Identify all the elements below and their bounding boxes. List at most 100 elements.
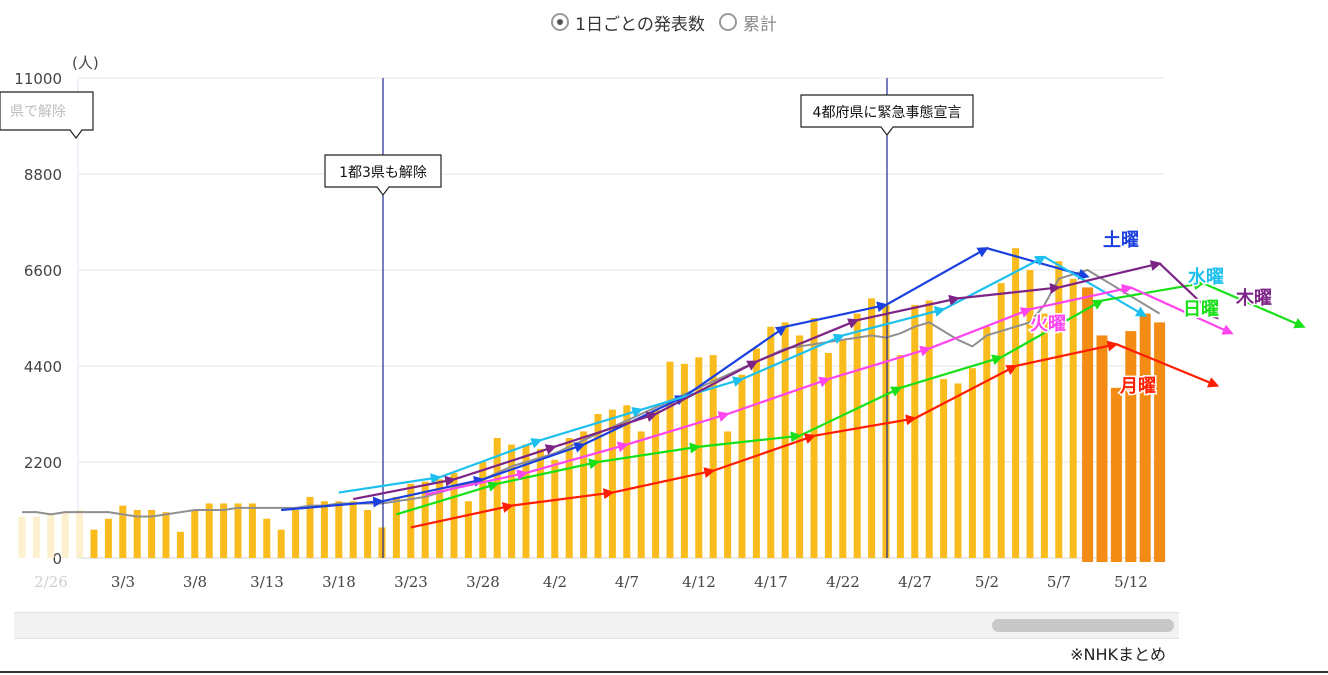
y-tick-label: 4400: [24, 358, 62, 376]
bar: [1069, 278, 1077, 558]
x-tick-label: 4/22: [826, 573, 860, 591]
x-tick-label: 4/27: [898, 573, 932, 591]
series-arrow-1: [482, 442, 586, 481]
cumulative-option[interactable]: 累計: [718, 10, 777, 35]
series-arrow-5: [626, 411, 730, 446]
x-tick-label: 3/23: [394, 573, 428, 591]
bar: [1012, 248, 1020, 558]
x-tick-label: 5/12: [1114, 573, 1148, 591]
series-arrow-4: [1158, 262, 1219, 320]
bar: [911, 304, 919, 558]
x-tick-label: 5/2: [975, 573, 999, 591]
bar: [493, 438, 501, 558]
bar: [61, 512, 69, 558]
series-arrow-6: [1115, 343, 1220, 388]
bar: [479, 462, 487, 558]
event-callout-label: 1都3県も解除: [339, 165, 427, 181]
bar: [292, 510, 300, 558]
daily-count-label: 1日ごとの発表数: [575, 14, 705, 35]
bar: [580, 431, 588, 558]
bar: [954, 383, 962, 558]
series-arrow-6: [511, 488, 615, 507]
series-arrow-4: [856, 294, 961, 322]
bar: [1055, 261, 1063, 558]
series-label-6: 月曜: [1119, 376, 1156, 397]
bar: [796, 335, 804, 558]
bar: [335, 501, 343, 558]
event-callout-label: 4都府県に緊急事態宣言: [813, 105, 962, 121]
event-callout-box: [800, 94, 974, 136]
series-label-3: 日曜: [1183, 299, 1219, 320]
bar: [882, 304, 890, 558]
bar: [378, 527, 386, 558]
bar: [1026, 270, 1034, 558]
bar: [32, 516, 40, 558]
bar: [104, 518, 112, 558]
series-arrow-4: [755, 318, 860, 363]
y-tick-label: 0: [52, 550, 62, 568]
x-tick-label: 4/7: [615, 573, 639, 591]
bar: [940, 379, 948, 558]
series-arrow-6: [1015, 340, 1119, 368]
bar: [724, 431, 732, 558]
series-arrow-4: [655, 360, 759, 415]
clipped-callout-label: 県で解除: [10, 104, 66, 120]
series-arrow-4: [957, 282, 1061, 300]
bar: [508, 444, 516, 558]
bar: [1040, 313, 1048, 558]
series-label-4: 木曜: [1235, 287, 1272, 309]
series-arrow-6: [612, 467, 716, 494]
series-arrow-2: [338, 473, 442, 494]
x-tick-label: 4/12: [682, 573, 716, 591]
bar: [738, 374, 746, 558]
bar: [205, 503, 213, 558]
bar: [47, 514, 55, 558]
bar: [450, 472, 458, 558]
series-label-1: 土曜: [1103, 230, 1139, 251]
y-unit-label: (人): [72, 54, 99, 72]
bar: [925, 300, 933, 558]
series-arrow-3: [900, 354, 1004, 389]
bar: [90, 529, 98, 558]
bar: [436, 479, 444, 558]
y-tick-label: 2200: [24, 454, 62, 472]
event-callout-box: [324, 154, 442, 196]
daily-radio-button[interactable]: [551, 13, 570, 31]
bar: [306, 496, 314, 558]
chart-scroll-thumb[interactable]: [992, 619, 1174, 632]
bar: [839, 339, 847, 558]
bar: [1154, 322, 1166, 562]
bar: [234, 503, 242, 558]
x-tick-label: 3/3: [111, 573, 135, 591]
series-arrow-1: [683, 325, 788, 398]
bottom-divider: [0, 671, 1328, 673]
cumulative-radio-button[interactable]: [718, 13, 737, 31]
bar: [133, 510, 141, 558]
bar: [608, 409, 616, 558]
series-arrow-3: [799, 386, 903, 437]
series-arrow-3: [698, 431, 802, 448]
bar: [767, 326, 775, 558]
x-tick-label: 3/13: [250, 573, 284, 591]
daily-cases-chart: 0 2200 4400 6600 8800 11000 (人) 1都3県も解除 4都府県に緊急事…: [0, 54, 1306, 591]
daily-count-option[interactable]: 1日ごとの発表数: [551, 10, 705, 35]
bar: [1125, 331, 1137, 562]
bar: [162, 512, 170, 558]
bar: [853, 313, 861, 558]
bar: [191, 510, 199, 558]
series-arrow-6: [712, 433, 817, 472]
series-arrow-2: [439, 438, 543, 479]
x-tick-label: 3/8: [183, 573, 207, 591]
bar: [623, 405, 631, 558]
source-note: ※NHKまとめ: [1070, 645, 1166, 664]
bar: [1139, 313, 1151, 562]
bar: [248, 503, 256, 558]
bar: [277, 529, 285, 558]
bar: [666, 361, 674, 558]
bar: [551, 459, 559, 558]
bar: [407, 483, 415, 558]
bar: [320, 501, 328, 558]
bar: [680, 363, 688, 558]
bar: [637, 431, 645, 558]
chart-scroll-track[interactable]: [14, 612, 1179, 639]
